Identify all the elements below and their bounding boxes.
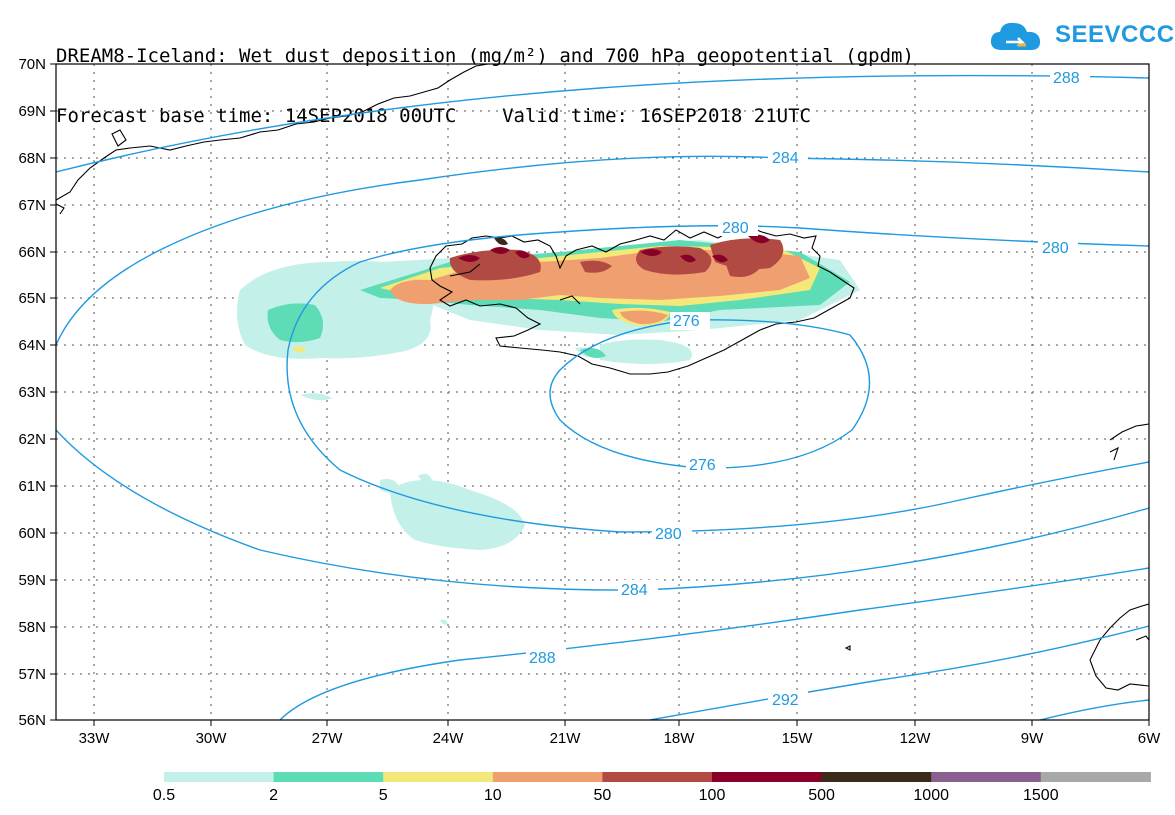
legend-label: 0.5 <box>153 787 175 804</box>
contour-label-280-south: 280 <box>655 526 682 543</box>
contour-label-284-top: 284 <box>772 150 799 167</box>
legend-label: 5 <box>379 787 388 804</box>
legend-color-swatch <box>602 772 713 782</box>
lon-label: 9W <box>1021 730 1044 747</box>
lat-label: 61N <box>18 478 46 495</box>
lat-label: 56N <box>18 712 46 729</box>
lat-label: 68N <box>18 150 46 167</box>
title-line-1: DREAM8-Iceland: Wet dust deposition (mg/… <box>56 45 914 67</box>
legend-label: 1500 <box>1023 787 1059 804</box>
contour-label-292: 292 <box>772 692 799 709</box>
legend-label: 500 <box>808 787 835 804</box>
logo-text: SEEVCCC <box>1055 21 1175 48</box>
coastlines <box>56 64 1149 691</box>
lat-label: 63N <box>18 384 46 401</box>
axis-ticks <box>50 63 1150 726</box>
latitude-labels: 70N 69N 68N 67N 66N 65N 64N 63N 62N 61N … <box>18 56 46 729</box>
lon-label: 27W <box>312 730 344 747</box>
lon-label: 21W <box>550 730 582 747</box>
lon-label: 33W <box>79 730 111 747</box>
dust-deposition-field <box>236 234 860 625</box>
lat-label: 69N <box>18 103 46 120</box>
lat-label: 67N <box>18 197 46 214</box>
lon-label: 6W <box>1138 730 1161 747</box>
contour-label-288-south: 288 <box>529 650 556 667</box>
contour-labels: 288 284 280 280 276 276 280 284 288 292 <box>526 68 1090 709</box>
legend-color-swatch <box>492 772 603 782</box>
lon-label: 18W <box>664 730 696 747</box>
color-legend: 0.5 2 5 10 50 100 500 1000 1500 <box>153 772 1151 804</box>
legend-color-swatch <box>383 772 494 782</box>
lat-label: 60N <box>18 525 46 542</box>
lat-label: 62N <box>18 431 46 448</box>
legend-label: 100 <box>699 787 726 804</box>
geopotential-contours <box>56 74 1149 720</box>
legend-color-swatch <box>931 772 1042 782</box>
legend-color-swatch <box>273 772 384 782</box>
lon-label: 12W <box>900 730 932 747</box>
cloud-logo-icon <box>990 22 1041 50</box>
legend-color-swatch <box>821 772 932 782</box>
lat-label: 64N <box>18 337 46 354</box>
contour-label-288-top: 288 <box>1053 70 1080 87</box>
contour-label-276-south: 276 <box>689 457 716 474</box>
lat-label: 57N <box>18 666 46 683</box>
contour-label-280-iceland: 280 <box>722 220 749 237</box>
lon-label: 30W <box>196 730 228 747</box>
legend-label: 50 <box>594 787 612 804</box>
lat-label: 66N <box>18 244 46 261</box>
legend-color-swatch <box>164 772 275 782</box>
legend-color-swatch <box>712 772 823 782</box>
lat-label: 58N <box>18 619 46 636</box>
legend-label: 10 <box>484 787 502 804</box>
longitude-labels: 33W 30W 27W 24W 21W 18W 15W 12W 9W 6W <box>79 730 1162 747</box>
legend-label: 2 <box>269 787 278 804</box>
legend-color-swatch <box>1040 772 1151 782</box>
contour-label-284-south: 284 <box>621 582 648 599</box>
contour-label-280-east: 280 <box>1042 240 1069 257</box>
lat-label: 65N <box>18 290 46 307</box>
legend-label: 1000 <box>913 787 949 804</box>
lat-label: 59N <box>18 572 46 589</box>
lat-label: 70N <box>18 56 46 73</box>
lon-label: 24W <box>433 730 465 747</box>
grid-lines <box>56 64 1149 720</box>
contour-label-276-north: 276 <box>673 313 700 330</box>
lon-label: 15W <box>782 730 814 747</box>
